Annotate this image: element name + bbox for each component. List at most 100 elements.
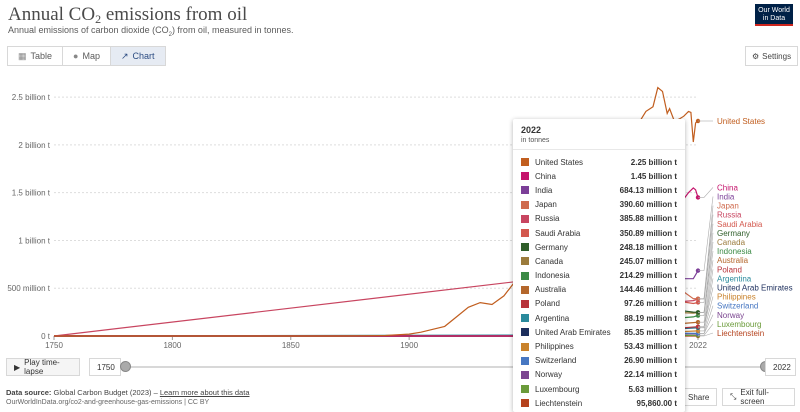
tooltip-country: Liechtenstein xyxy=(535,398,583,408)
label-connector xyxy=(698,187,714,198)
tooltip-row: Philippines 53.43 million t xyxy=(513,339,685,353)
exit-fullscreen-button[interactable]: ⤡ Exit full-screen xyxy=(722,388,795,406)
tooltip-value: 97.26 million t xyxy=(624,299,677,309)
settings-button[interactable]: ⚙ Settings xyxy=(745,46,799,66)
gear-icon: ⚙ xyxy=(752,51,760,61)
color-swatch xyxy=(521,200,529,209)
color-swatch xyxy=(521,257,529,266)
color-swatch xyxy=(521,370,529,379)
timeline-start-year[interactable]: 1750 xyxy=(89,358,121,376)
timeline-track[interactable] xyxy=(125,366,765,368)
timeline-end-year[interactable]: 2022 xyxy=(765,358,796,376)
label-connector xyxy=(698,332,714,337)
label-connector xyxy=(698,287,714,329)
tooltip-row: United Arab Emirates 85.35 million t xyxy=(513,325,685,339)
tooltip-row: Saudi Arabia 350.89 million t xyxy=(513,226,685,240)
tooltip-row: China 1.45 billion t xyxy=(513,169,685,183)
tooltip-country: Saudi Arabia xyxy=(535,228,581,238)
tooltip-country: Switzerland xyxy=(535,356,577,366)
color-swatch xyxy=(521,399,529,408)
series-label: Philippines xyxy=(717,293,756,302)
tooltip-country: Australia xyxy=(535,285,567,295)
tab-table[interactable]: ▦ Table xyxy=(7,46,64,66)
tooltip-country: Germany xyxy=(535,242,568,252)
tooltip-row: Poland 97.26 million t xyxy=(513,297,685,311)
footer-url[interactable]: OurWorldInData.org/co2-and-greenhouse-ga… xyxy=(6,399,210,406)
label-connector xyxy=(698,214,714,300)
label-connector xyxy=(698,196,714,271)
data-source: Data source: Global Carbon Budget (2023)… xyxy=(6,388,250,397)
color-swatch xyxy=(521,342,529,351)
tooltip-row: Norway 22.14 million t xyxy=(513,368,685,382)
learn-more-link[interactable]: Learn more about this data xyxy=(159,388,250,397)
series-label: Liechtenstein xyxy=(717,329,764,338)
color-swatch xyxy=(521,186,529,195)
exit-fullscreen-icon: ⤡ xyxy=(730,392,737,401)
tooltip-row: Australia 144.46 million t xyxy=(513,283,685,297)
view-tabs: ▦ Table ● Map ↗ Chart xyxy=(7,46,166,66)
axes: 0 t 500 million t 1 billion t 1.5 billion t… xyxy=(7,93,707,350)
series-label: India xyxy=(717,193,735,202)
tooltip-row: Germany 248.18 million t xyxy=(513,240,685,254)
tooltip-value: 385.88 million t xyxy=(619,214,677,224)
y-tick-label: 500 million t xyxy=(7,284,50,293)
x-tick-label: 1900 xyxy=(400,341,418,350)
label-connector xyxy=(698,223,714,303)
tooltip-value: 85.35 million t xyxy=(624,327,677,337)
x-tick-label: 2022 xyxy=(689,341,707,350)
color-swatch xyxy=(521,328,529,337)
label-connector xyxy=(698,251,714,316)
chart-subtitle: Annual emissions of carbon dioxide (CO2)… xyxy=(8,25,294,38)
tooltip-value: 5.63 million t xyxy=(628,384,677,394)
color-swatch xyxy=(521,299,529,308)
tooltip-row: Canada 245.07 million t xyxy=(513,254,685,268)
series-label: Luxembourg xyxy=(717,320,761,329)
tooltip-unit: in tonnes xyxy=(521,137,550,144)
timeline-start-handle[interactable] xyxy=(120,361,131,372)
label-connector xyxy=(698,323,714,336)
color-swatch xyxy=(521,158,529,167)
tooltip-country: Norway xyxy=(535,370,563,380)
tooltip-country: Japan xyxy=(535,200,557,210)
color-swatch xyxy=(521,229,529,238)
tooltip-value: 144.46 million t xyxy=(619,285,677,295)
series-label: Japan xyxy=(717,202,739,211)
x-tick-label: 1750 xyxy=(45,341,63,350)
color-swatch xyxy=(521,385,529,394)
tooltip-value: 245.07 million t xyxy=(619,256,677,266)
tooltip-row: Switzerland 26.90 million t xyxy=(513,354,685,368)
y-tick-label: 2.5 billion t xyxy=(12,93,51,102)
tooltip-value: 350.89 million t xyxy=(619,228,677,238)
color-swatch xyxy=(521,214,529,223)
tooltip-value: 214.29 million t xyxy=(619,271,677,281)
tab-map[interactable]: ● Map xyxy=(62,46,111,66)
tooltip-row: Russia 385.88 million t xyxy=(513,212,685,226)
tooltip-row: India 684.13 million t xyxy=(513,183,685,197)
tooltip-divider xyxy=(513,149,685,150)
tooltip-country: Luxembourg xyxy=(535,384,580,394)
color-swatch xyxy=(521,172,529,181)
series-label: Saudi Arabia xyxy=(717,220,763,229)
tooltip-country: India xyxy=(535,185,553,195)
tooltip-country: United Arab Emirates xyxy=(535,327,611,337)
share-button[interactable]: Share xyxy=(680,388,717,406)
series-label: United Arab Emirates xyxy=(717,284,793,293)
tooltip-year: 2022 xyxy=(521,125,542,135)
series-label: Switzerland xyxy=(717,302,758,311)
series-label: United States xyxy=(717,117,765,126)
y-tick-label: 0 t xyxy=(41,332,51,341)
tooltip-rows: United States 2.25 billion t China 1.45 bil… xyxy=(513,155,685,410)
play-icon: ▶ xyxy=(14,362,21,372)
tooltip-country: Indonesia xyxy=(535,271,570,281)
play-time-lapse-button[interactable]: ▶ Play time-lapse xyxy=(6,358,80,376)
series-label: Germany xyxy=(717,229,750,238)
table-icon: ▦ xyxy=(18,50,27,61)
tooltip-row: Argentina 88.19 million t xyxy=(513,311,685,325)
x-tick-label: 1800 xyxy=(163,341,181,350)
tooltip-row: Luxembourg 5.63 million t xyxy=(513,382,685,396)
x-tick-label: 1850 xyxy=(282,341,300,350)
tab-chart[interactable]: ↗ Chart xyxy=(109,46,166,66)
tooltip-row: United States 2.25 billion t xyxy=(513,155,685,169)
color-swatch xyxy=(521,285,529,294)
owid-logo[interactable]: Our World in Data xyxy=(755,4,793,26)
